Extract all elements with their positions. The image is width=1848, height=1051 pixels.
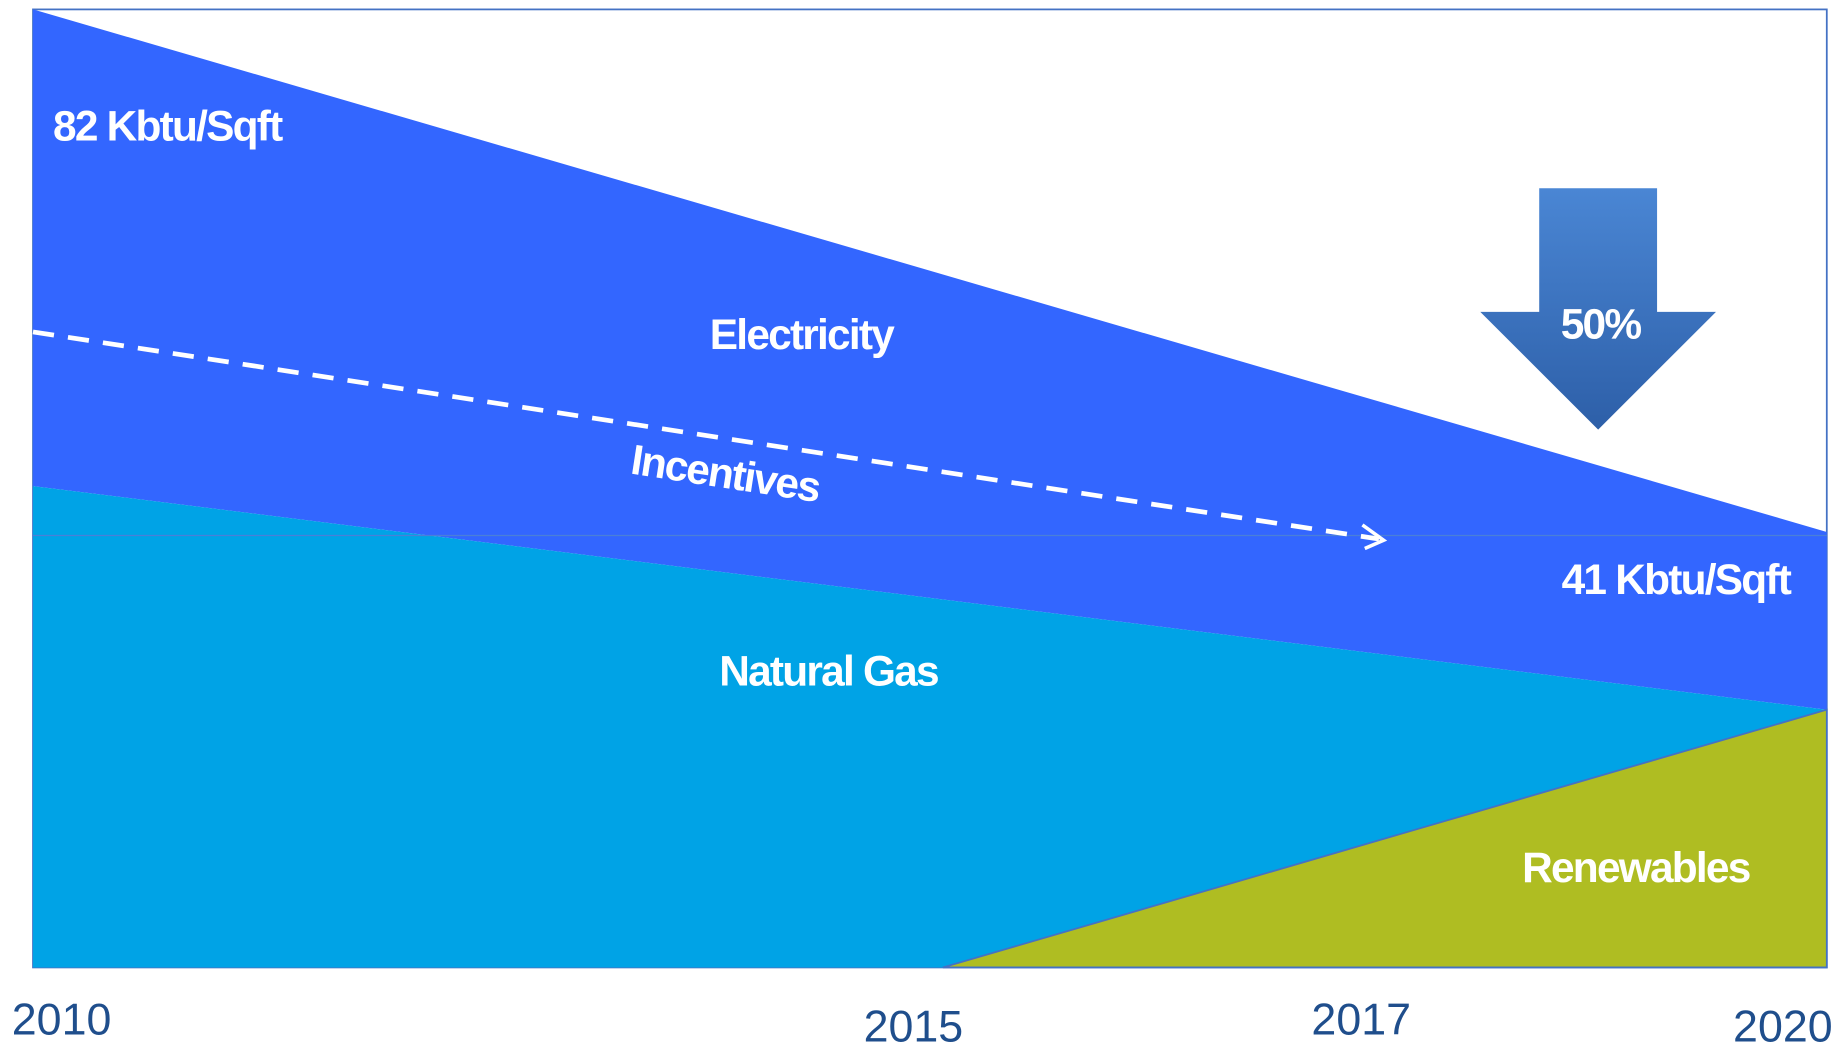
year-label: 2020 [1733,1002,1833,1051]
natural-gas-area [33,486,1827,968]
year-label: 2010 [12,995,112,1045]
start-label: 82 Kbtu/Sqft [53,103,283,150]
end-label: 41 Kbtu/Sqft [1562,556,1792,603]
year-label: 2017 [1311,995,1411,1045]
electricity-label: Electricity [710,311,895,358]
natural-gas-label: Natural Gas [719,648,938,695]
incentives-arrowhead [1361,523,1388,551]
incentives-arrow [32,329,1380,542]
reduction-arrow [1480,188,1716,430]
reduction-label: 50% [1561,300,1642,347]
year-label: 2015 [864,1002,964,1051]
renewables-label: Renewables [1522,844,1750,891]
renewables-area [942,708,1828,969]
